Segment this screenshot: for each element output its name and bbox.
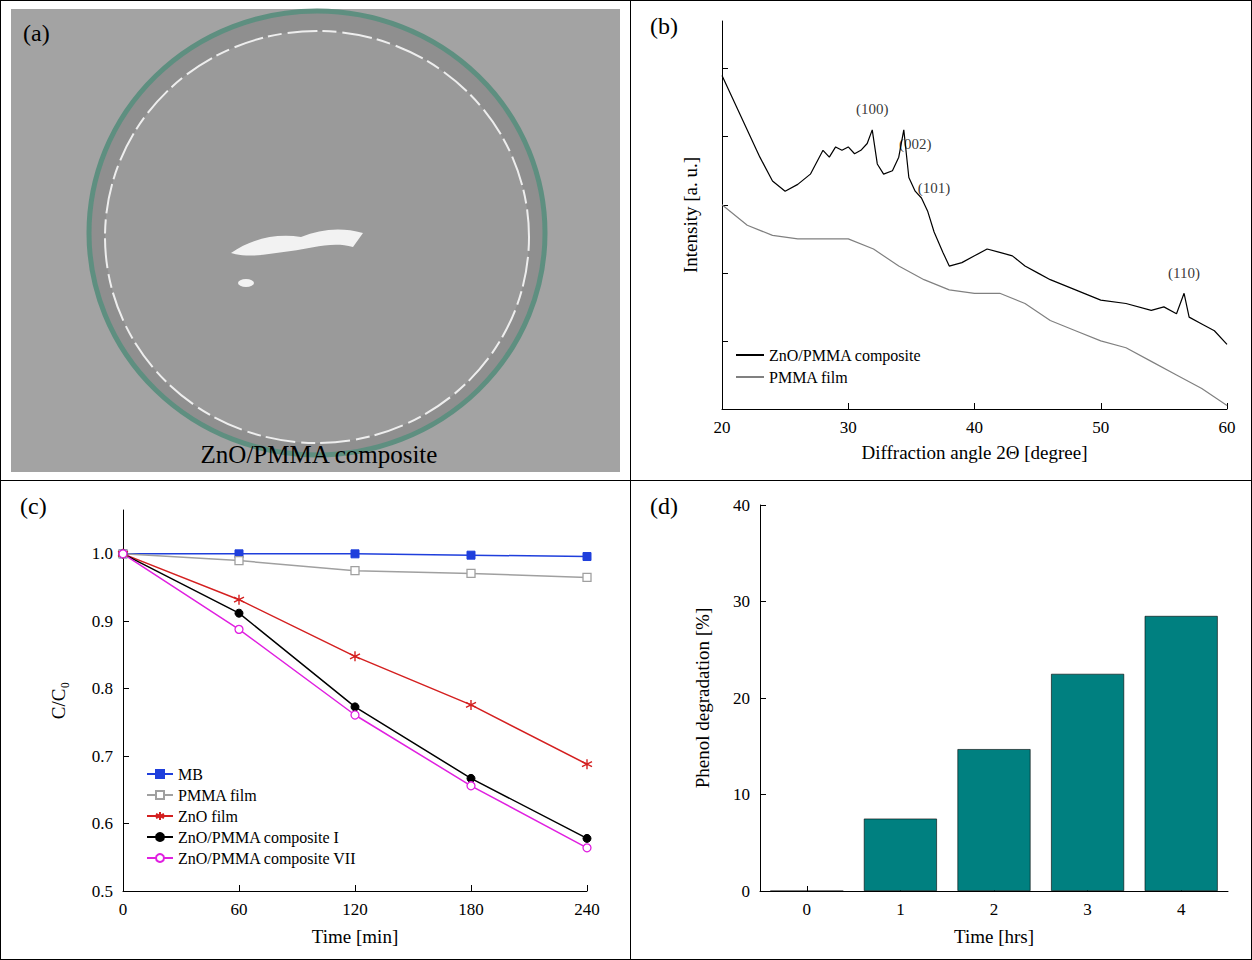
svg-text:(a): (a): [23, 20, 50, 46]
svg-text:0: 0: [119, 900, 128, 919]
svg-text:(100): (100): [856, 101, 889, 118]
svg-text:(b): (b): [650, 13, 678, 39]
svg-text:1: 1: [896, 900, 905, 919]
svg-text:1.0: 1.0: [92, 544, 113, 563]
svg-text:ZnO film: ZnO film: [178, 808, 239, 825]
svg-text:Diffraction angle 2Θ [degree]: Diffraction angle 2Θ [degree]: [862, 442, 1088, 463]
svg-text:30: 30: [733, 592, 750, 611]
svg-text:40: 40: [966, 418, 983, 437]
svg-text:(101): (101): [918, 180, 951, 197]
svg-text:3: 3: [1083, 900, 1092, 919]
svg-text:60: 60: [231, 900, 248, 919]
svg-text:(110): (110): [1168, 265, 1200, 282]
svg-text:0: 0: [742, 882, 751, 901]
svg-text:C/C₀: C/C₀: [48, 682, 69, 719]
svg-text:30: 30: [840, 418, 857, 437]
svg-text:(002): (002): [899, 136, 932, 153]
svg-text:(d): (d): [650, 493, 678, 519]
svg-text:PMMA film: PMMA film: [178, 787, 257, 804]
svg-text:120: 120: [342, 900, 368, 919]
svg-text:40: 40: [733, 496, 750, 515]
svg-text:20: 20: [733, 689, 750, 708]
svg-text:0.9: 0.9: [92, 612, 113, 631]
svg-text:0.8: 0.8: [92, 679, 113, 698]
svg-text:ZnO/PMMA composite I: ZnO/PMMA composite I: [178, 829, 339, 847]
svg-text:ZnO/PMMA composite VII: ZnO/PMMA composite VII: [178, 850, 355, 868]
svg-text:0.7: 0.7: [92, 747, 114, 766]
svg-text:0: 0: [803, 900, 812, 919]
svg-text:180: 180: [458, 900, 484, 919]
svg-text:50: 50: [1092, 418, 1109, 437]
svg-text:Time [hrs]: Time [hrs]: [954, 926, 1034, 947]
svg-text:Time [min]: Time [min]: [312, 926, 398, 947]
svg-text:60: 60: [1219, 418, 1236, 437]
svg-text:ZnO/PMMA composite: ZnO/PMMA composite: [769, 347, 921, 365]
svg-text:ZnO/PMMA composite: ZnO/PMMA composite: [201, 441, 438, 468]
svg-text:10: 10: [733, 785, 750, 804]
svg-text:MB: MB: [178, 766, 203, 783]
svg-text:240: 240: [574, 900, 600, 919]
svg-text:Phenol degradation [%]: Phenol degradation [%]: [692, 608, 713, 788]
svg-text:PMMA film: PMMA film: [769, 369, 848, 386]
svg-text:2: 2: [990, 900, 999, 919]
svg-text:20: 20: [714, 418, 731, 437]
svg-text:0.6: 0.6: [92, 814, 113, 833]
svg-text:4: 4: [1177, 900, 1186, 919]
svg-text:(c): (c): [20, 493, 47, 519]
svg-text:Intensity [a. u.]: Intensity [a. u.]: [680, 157, 701, 273]
svg-text:0.5: 0.5: [92, 882, 113, 901]
